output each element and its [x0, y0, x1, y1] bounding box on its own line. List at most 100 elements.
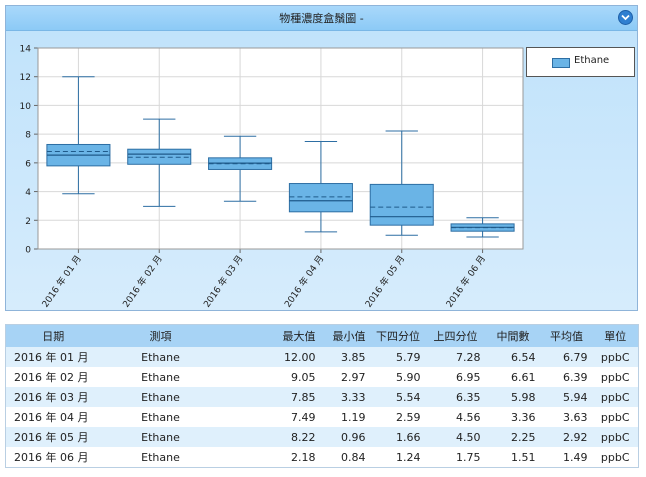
table-row[interactable]: 2016 年 03 月 Ethane 7.85 3.33 5.54 6.35 5.98 5.9…: [5, 387, 639, 407]
cell-q3: 7.28: [425, 347, 486, 367]
cell-median: 6.54: [485, 347, 541, 367]
y-tick-label: 8: [25, 131, 31, 141]
box-body: [288, 183, 353, 213]
cell-q1: 5.90: [370, 367, 426, 387]
cell-median: 1.51: [485, 447, 541, 468]
y-tick-label: 12: [20, 73, 31, 83]
cell-max: 8.22: [220, 427, 321, 447]
cell-item: Ethane: [100, 407, 221, 427]
cell-date: 2016 年 04 月: [5, 407, 101, 427]
cell-item: Ethane: [100, 427, 221, 447]
cell-date: 2016 年 02 月: [5, 367, 101, 387]
table-row[interactable]: 2016 年 04 月 Ethane 7.49 1.19 2.59 4.56 3.36 3.6…: [5, 407, 639, 427]
legend-label: Ethane: [574, 55, 610, 66]
y-tick-label: 4: [25, 188, 31, 198]
cell-date: 2016 年 01 月: [5, 347, 101, 367]
cell-min: 2.97: [320, 367, 371, 387]
cell-mean: 6.39: [540, 367, 593, 387]
x-tick-label: 2016 年 05 月: [362, 253, 407, 310]
cell-unit: ppbC: [592, 427, 639, 447]
cell-mean: 2.92: [540, 427, 593, 447]
header-q1[interactable]: 下四分位: [370, 324, 426, 347]
cell-min: 1.19: [320, 407, 371, 427]
chart-title: 物種濃度盒鬚圖 -: [279, 12, 364, 25]
y-tick-label: 10: [20, 102, 32, 112]
cell-mean: 6.79: [540, 347, 593, 367]
cell-item: Ethane: [100, 447, 221, 468]
cell-unit: ppbC: [592, 347, 639, 367]
cell-item: Ethane: [100, 387, 221, 407]
plot-border: [37, 47, 524, 250]
cell-unit: ppbC: [592, 447, 639, 468]
cell-median: 6.61: [485, 367, 541, 387]
cell-unit: ppbC: [592, 387, 639, 407]
cell-mean: 3.63: [540, 407, 593, 427]
header-item[interactable]: 測項: [100, 324, 221, 347]
table-header-row: 日期 測項 最大值 最小值 下四分位 上四分位 中間數 平均值 單位: [5, 324, 639, 347]
chart-legend: Ethane: [526, 47, 635, 77]
y-tick-label: 0: [25, 246, 31, 256]
cell-q1: 1.24: [370, 447, 426, 468]
legend-swatch: [552, 58, 570, 68]
cell-max: 7.49: [220, 407, 321, 427]
cell-min: 3.85: [320, 347, 371, 367]
cell-mean: 1.49: [540, 447, 593, 468]
cell-item: Ethane: [100, 367, 221, 387]
cell-min: 0.96: [320, 427, 371, 447]
cell-mean: 5.94: [540, 387, 593, 407]
table-body: 2016 年 01 月 Ethane 12.00 3.85 5.79 7.28 6.54 6.…: [5, 347, 639, 468]
boxplot-chart: 0 2 4 6 8 10 12 14 2016 年 01 月 2016 年 02 月 2016 年 …: [20, 45, 524, 310]
cell-q1: 5.79: [370, 347, 426, 367]
x-tick-label: 2016 年 02 月: [120, 253, 165, 310]
y-tick-label: 14: [20, 45, 32, 55]
table-row[interactable]: 2016 年 06 月 Ethane 2.18 0.84 1.24 1.75 1.51 1.4…: [5, 447, 639, 468]
cell-min: 0.84: [320, 447, 371, 468]
cell-min: 3.33: [320, 387, 371, 407]
cell-max: 9.05: [220, 367, 321, 387]
x-tick-label: 2016 年 03 月: [201, 253, 246, 310]
cell-q1: 5.54: [370, 387, 426, 407]
x-tick-label: 2016 年 06 月: [443, 253, 488, 310]
header-median[interactable]: 中間數: [485, 324, 541, 347]
header-date[interactable]: 日期: [5, 324, 101, 347]
plot-area: [38, 48, 523, 249]
cell-q3: 6.95: [425, 367, 486, 387]
header-unit[interactable]: 單位: [592, 324, 639, 347]
table-row[interactable]: 2016 年 02 月 Ethane 9.05 2.97 5.90 6.95 6.61 6.3…: [5, 367, 639, 387]
box-body: [369, 183, 434, 226]
cell-q3: 6.35: [425, 387, 486, 407]
cell-q1: 1.66: [370, 427, 426, 447]
header-q3[interactable]: 上四分位: [425, 324, 486, 347]
cell-median: 3.36: [485, 407, 541, 427]
x-tick-label: 2016 年 04 月: [282, 253, 327, 310]
cell-q3: 4.50: [425, 427, 486, 447]
cell-date: 2016 年 06 月: [5, 447, 101, 468]
cell-q3: 1.75: [425, 447, 486, 468]
y-tick-label: 2: [25, 217, 31, 227]
cell-date: 2016 年 05 月: [5, 427, 101, 447]
cell-q3: 4.56: [425, 407, 486, 427]
y-tick-label: 6: [25, 159, 31, 169]
chart-title-bar: 物種濃度盒鬚圖 -: [6, 6, 637, 31]
chart-panel: 0 2 4 6 8 10 12 14 2016 年 01 月 2016 年 02 月 2016 年 …: [5, 5, 638, 311]
statistics-table: 日期 測項 最大值 最小值 下四分位 上四分位 中間數 平均值 單位 2016 …: [5, 324, 639, 468]
cell-median: 2.25: [485, 427, 541, 447]
cell-max: 12.00: [220, 347, 321, 367]
cell-date: 2016 年 03 月: [5, 387, 101, 407]
table-row[interactable]: 2016 年 01 月 Ethane 12.00 3.85 5.79 7.28 6.54 6.…: [5, 347, 639, 367]
header-max[interactable]: 最大值: [220, 324, 321, 347]
collapse-button[interactable]: [618, 10, 633, 25]
cell-median: 5.98: [485, 387, 541, 407]
header-mean[interactable]: 平均值: [540, 324, 593, 347]
box-body: [127, 148, 192, 165]
table-row[interactable]: 2016 年 05 月 Ethane 8.22 0.96 1.66 4.50 2.25 2.9…: [5, 427, 639, 447]
cell-unit: ppbC: [592, 407, 639, 427]
cell-item: Ethane: [100, 347, 221, 367]
header-min[interactable]: 最小值: [320, 324, 371, 347]
cell-max: 7.85: [220, 387, 321, 407]
cell-max: 2.18: [220, 447, 321, 468]
chevron-down-icon: [621, 14, 630, 21]
cell-unit: ppbC: [592, 367, 639, 387]
cell-q1: 2.59: [370, 407, 426, 427]
x-tick-label: 2016 年 01 月: [39, 253, 84, 310]
